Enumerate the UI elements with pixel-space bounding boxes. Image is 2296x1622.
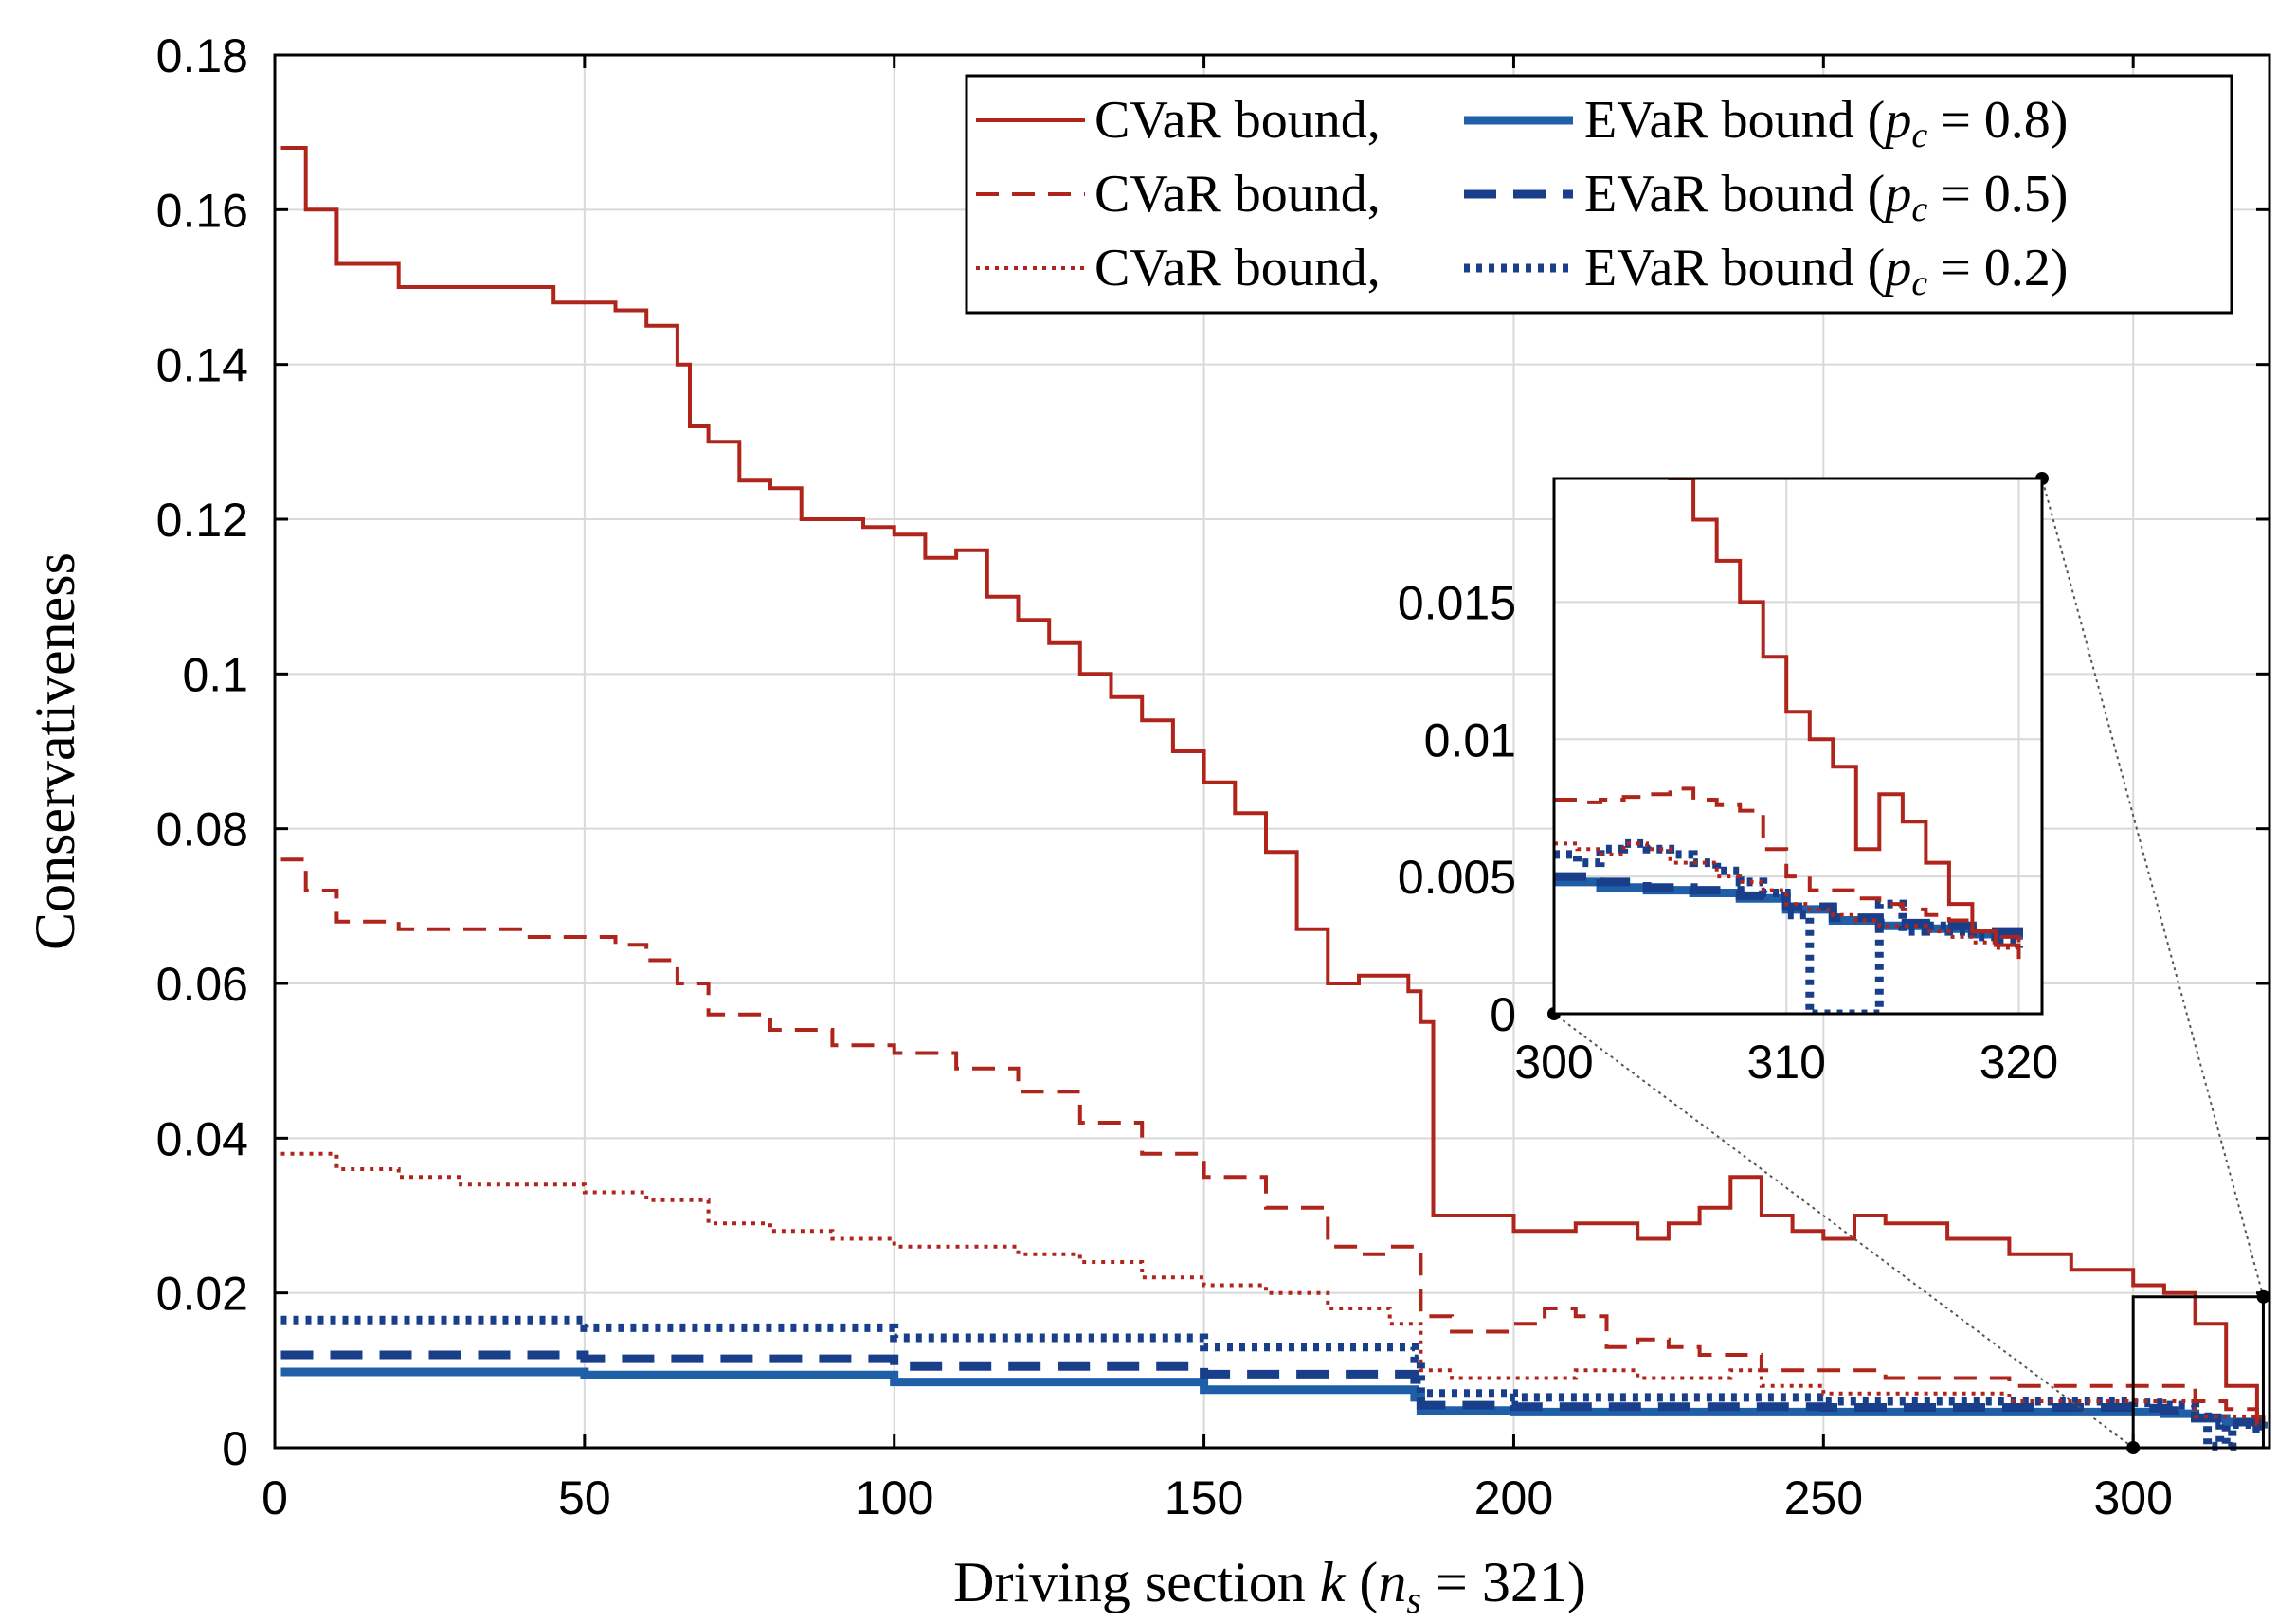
inset-y-tick-label: 0.015 bbox=[1398, 576, 1516, 629]
inset-series-layer bbox=[1554, 478, 2023, 1014]
inset-plot: 300 310 320 0 0.005 0.01 0.015 bbox=[1398, 477, 2058, 1089]
inset-frame bbox=[1552, 477, 2044, 1016]
plot-frame bbox=[273, 53, 2271, 1450]
inset-series-line-cvar-bound-p-c-0-2 bbox=[1554, 841, 2021, 960]
inset-x-tick-label: 310 bbox=[1747, 1036, 1826, 1089]
legend-pc-sub-3: c bbox=[1911, 263, 1927, 303]
legend: CVaR bound, EVaR bound (pc = 0.8) CVaR b… bbox=[965, 74, 2233, 315]
legend-pc-p-1: p bbox=[1881, 91, 1911, 150]
zoom-rectangle bbox=[2131, 1295, 2265, 1450]
y-tick-label: 0.16 bbox=[156, 184, 248, 237]
y-tick-label: 0.18 bbox=[156, 29, 248, 82]
legend-pc-eq-1: = 0.8) bbox=[1927, 91, 2068, 150]
inset-y-tick-label: 0.005 bbox=[1398, 851, 1516, 904]
zoom-connector-upper bbox=[2041, 478, 2265, 1298]
series-line-evar-bound-p-c-0-2 bbox=[280, 1315, 2268, 1451]
series-line-cvar-bound-p-c-0-2 bbox=[280, 1151, 2264, 1427]
x-tick-label: 0 bbox=[262, 1471, 288, 1524]
x-tick-label: 50 bbox=[558, 1471, 611, 1524]
legend-pc-eq-2: = 0.5) bbox=[1927, 165, 2068, 224]
x-axis-title-main: Driving section bbox=[953, 1551, 1320, 1613]
legend-evar-text-2: EVaR bound bbox=[1584, 165, 1854, 224]
legend-pc-p-2: p bbox=[1881, 165, 1911, 224]
y-tick-label: 0.06 bbox=[156, 958, 248, 1011]
inset-x-tick-label: 300 bbox=[1514, 1036, 1593, 1089]
legend-cvar-label-1: CVaR bound, bbox=[1094, 91, 1381, 150]
legend-pc-sub-2: c bbox=[1911, 189, 1927, 229]
y-tick-label: 0.02 bbox=[156, 1268, 248, 1321]
x-axis-title-n: n bbox=[1378, 1551, 1406, 1613]
legend-pc-open-1: ( bbox=[1854, 91, 1886, 150]
legend-evar-label-1: EVaR bound (pc = 0.8) bbox=[1584, 91, 2068, 155]
legend-box bbox=[965, 74, 2233, 315]
series-line-evar-bound-p-c-0-8 bbox=[280, 1367, 2268, 1431]
legend-evar-text-3: EVaR bound bbox=[1584, 239, 1854, 297]
series-line-cvar-bound-p-c-0-5 bbox=[280, 857, 2264, 1427]
legend-cvar-label-3: CVaR bound, bbox=[1094, 239, 1381, 297]
zoom-anchor-dot bbox=[2256, 1289, 2270, 1304]
series-layer bbox=[280, 146, 2268, 1451]
y-tick-label: 0.04 bbox=[156, 1112, 248, 1165]
inset-series-line-cvar-bound-p-c-0-5 bbox=[1554, 786, 2021, 954]
legend-cvar-label-2: CVaR bound, bbox=[1094, 165, 1381, 224]
x-axis-title-eq: = 321) bbox=[1421, 1551, 1586, 1613]
y-tick-label: 0 bbox=[222, 1422, 248, 1475]
y-tick-label: 0.1 bbox=[182, 648, 248, 701]
legend-pc-open-3: ( bbox=[1854, 239, 1886, 297]
inset-series-line-cvar-bound-p-c-0-8 bbox=[1668, 478, 2021, 960]
legend-evar-label-3: EVaR bound (pc = 0.2) bbox=[1584, 239, 2068, 303]
inset-x-tick-label: 320 bbox=[1980, 1036, 2058, 1089]
x-axis-title: Driving section k (ns = 321) bbox=[953, 1551, 1586, 1621]
inset-y-tick-label: 0.01 bbox=[1424, 713, 1516, 766]
inset-y-tick-label: 0 bbox=[1490, 988, 1516, 1041]
y-axis-title: Conservativeness bbox=[24, 552, 86, 950]
x-tick-label: 250 bbox=[1784, 1471, 1863, 1524]
zoom-anchor-dot bbox=[2126, 1441, 2141, 1454]
x-tick-label: 100 bbox=[855, 1471, 933, 1524]
legend-pc-open-2: ( bbox=[1854, 165, 1886, 224]
legend-pc-eq-3: = 0.2) bbox=[1927, 239, 2068, 297]
series-line-cvar-bound-p-c-0-8 bbox=[280, 146, 2266, 1425]
legend-pc-p-3: p bbox=[1881, 239, 1911, 297]
y-tick-label: 0.14 bbox=[156, 339, 248, 392]
ticks: 0 50 100 150 200 250 30000.020.040.060.080.10.… bbox=[156, 29, 2269, 1524]
x-axis-title-open: ( bbox=[1345, 1551, 1378, 1613]
x-tick-label: 300 bbox=[2093, 1471, 2172, 1524]
x-tick-label: 150 bbox=[1165, 1471, 1243, 1524]
x-tick-label: 200 bbox=[1474, 1471, 1553, 1524]
legend-evar-label-2: EVaR bound (pc = 0.5) bbox=[1584, 165, 2068, 229]
x-axis-title-k: k bbox=[1320, 1551, 1347, 1613]
legend-evar-text-1: EVaR bound bbox=[1584, 91, 1854, 150]
y-tick-label: 0.12 bbox=[156, 494, 248, 547]
y-tick-label: 0.08 bbox=[156, 803, 248, 856]
series-line-evar-bound-p-c-0-5 bbox=[280, 1350, 2268, 1431]
x-axis-title-sub: s bbox=[1406, 1578, 1421, 1621]
zoom-connector-lower bbox=[1553, 1013, 2134, 1449]
legend-pc-sub-1: c bbox=[1911, 116, 1927, 155]
